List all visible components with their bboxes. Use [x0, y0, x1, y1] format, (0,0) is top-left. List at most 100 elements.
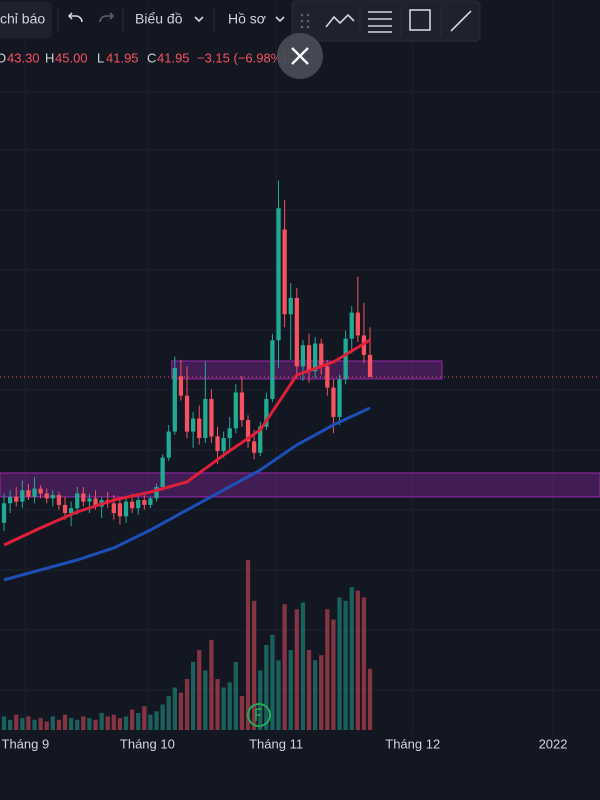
grip [300, 13, 310, 29]
tool-trendline[interactable] [450, 10, 472, 32]
close-button[interactable] [277, 33, 323, 79]
volume-bar [331, 619, 336, 730]
volume-bar [32, 719, 37, 730]
volume-bar [288, 650, 293, 730]
candle-body [166, 431, 171, 458]
candle-body [44, 493, 49, 499]
x-tick-label: Tháng 11 [249, 736, 303, 751]
indicators-button[interactable] [0, 2, 52, 38]
volume-bar [56, 719, 62, 730]
volume-bar [81, 716, 86, 730]
volume-bar [172, 687, 177, 730]
volume-bar [26, 716, 31, 730]
candle-body [154, 486, 159, 499]
volume-bar [148, 714, 153, 730]
legend-high-label: H [45, 50, 54, 65]
candle-body [239, 392, 245, 421]
moving-average [3, 338, 371, 547]
volume-bar [93, 719, 98, 730]
candle-body [288, 297, 293, 315]
volume-bar [160, 704, 165, 730]
tool-fib[interactable] [368, 11, 392, 33]
volume-bar [245, 560, 251, 730]
volume-bar [190, 662, 196, 730]
candle-body [111, 503, 116, 514]
volume-bar [233, 662, 238, 730]
volume-bar [300, 602, 306, 730]
volume-bar [343, 600, 348, 730]
volume-bar [294, 609, 299, 730]
x-tick-label: 2022 [539, 736, 568, 751]
price-grid [0, 91, 600, 691]
volume-bar [355, 590, 360, 730]
candle-body [337, 379, 342, 417]
volume-bar [312, 660, 318, 730]
moving-average [3, 406, 371, 582]
candle-body [68, 508, 74, 514]
volume-bar [105, 716, 110, 730]
volume-bar [44, 721, 49, 730]
candle-body [81, 493, 86, 502]
legend: O 43.30 H 45.00 L 41.95 C 41.95 −3.15 (−… [0, 50, 287, 65]
candle-body [197, 418, 202, 439]
candle-body [172, 368, 177, 432]
candle-body [1, 503, 7, 523]
volume-bar [142, 706, 147, 730]
legend-change: −3.15 (−6.98%) [197, 50, 287, 65]
legend-open: 43.30 [7, 50, 40, 65]
volume-bar [227, 682, 232, 730]
candle-body [325, 366, 330, 388]
toolbar: chỉ báo Biểu đồ Hồ sơ [0, 0, 481, 42]
chart-menu-label: Biểu đồ [135, 11, 183, 27]
volume-bar [99, 713, 104, 730]
volume-bar [367, 668, 373, 730]
x-tick-label: Tháng 10 [120, 736, 175, 751]
tool-rectangle[interactable] [409, 9, 431, 31]
candle-body [56, 495, 62, 505]
volume-bar [319, 655, 324, 730]
candle-body [93, 498, 98, 507]
tool-pattern[interactable] [325, 13, 355, 28]
candle-body [245, 420, 251, 442]
candle-body [306, 345, 312, 372]
candle-body [129, 501, 135, 509]
volume-bar [117, 718, 123, 730]
volume-bar [349, 587, 354, 730]
profile-menu[interactable]: Hồ sơ [228, 11, 285, 27]
candle-body [276, 208, 281, 341]
volume-bar [276, 660, 281, 730]
candle-body [184, 395, 190, 432]
volume-bar [251, 600, 257, 730]
volume-bar [258, 670, 263, 730]
candle-body [87, 498, 92, 502]
redo-button[interactable] [99, 12, 115, 23]
event-marker[interactable] [247, 703, 271, 727]
volume-bar [337, 597, 342, 730]
candle-body [251, 441, 257, 453]
legend-open-label: O [0, 50, 6, 65]
volume-bar [75, 719, 80, 730]
candle-body [203, 398, 208, 439]
volume-bar [87, 718, 92, 730]
volume-bar [1, 716, 7, 730]
volume-bar [50, 716, 55, 730]
undo-button[interactable] [67, 12, 83, 23]
volume-bar [197, 650, 202, 730]
volume-bar [166, 696, 171, 730]
volume-bar [14, 714, 19, 730]
volume-bar [111, 714, 116, 730]
candle-body [319, 343, 324, 367]
candle-body [264, 398, 269, 427]
volume-bar [178, 692, 184, 730]
zone [0, 472, 600, 498]
candle-body [136, 500, 141, 509]
candle-body [26, 490, 31, 497]
candle-body [20, 490, 25, 502]
candle-body [331, 387, 336, 417]
chart-menu[interactable]: Biểu đồ [135, 11, 204, 27]
candle-body [233, 392, 238, 429]
candle-body [38, 488, 43, 494]
volume-bar [184, 679, 190, 730]
candle-body [227, 428, 232, 439]
candle-body [343, 338, 348, 380]
